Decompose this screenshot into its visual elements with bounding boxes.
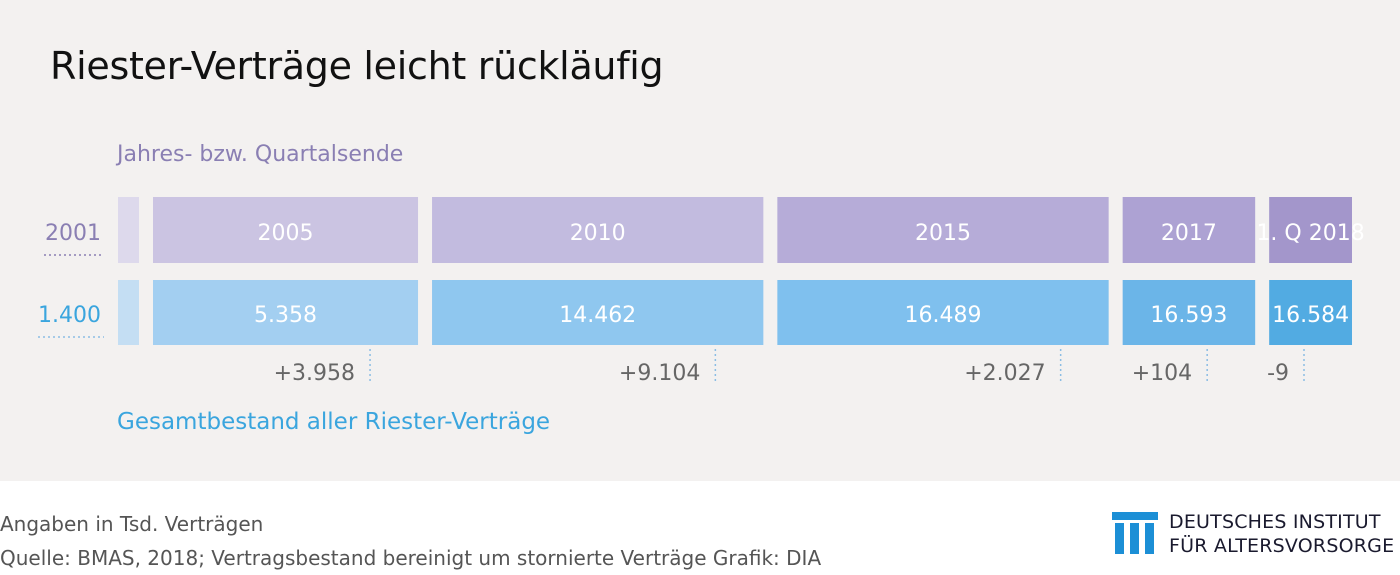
total-box [118, 280, 139, 345]
change-label: -9 [1267, 361, 1289, 386]
period-label: 2001 [45, 221, 101, 246]
period-box [118, 197, 139, 263]
logo-text-line1: DEUTSCHES INSTITUT [1169, 511, 1381, 533]
period-label: 2005 [258, 221, 314, 246]
change-label: +104 [1132, 361, 1192, 386]
footer-note: Angaben in Tsd. Verträgen [0, 512, 264, 536]
total-box [1269, 280, 1352, 345]
period-label: 2015 [915, 221, 971, 246]
dia-logo-icon [1112, 512, 1158, 554]
change-label: +9.104 [619, 361, 700, 386]
chart-panel: Riester-Verträge leicht rückläufig Jahre… [0, 0, 1400, 481]
logo-text-line2: FÜR ALTERSVORSORGE [1169, 535, 1395, 557]
total-box [777, 280, 1109, 345]
total-row-label: Gesamtbestand aller Riester-Verträge [117, 409, 551, 435]
period-box [1269, 197, 1352, 263]
riester-chart: 2001 1.400 2005 5.358 +3.958 2010 14.462 +9.104… [38, 197, 1365, 386]
total-value-label: 1.400 [38, 303, 101, 328]
total-value-label: 14.462 [559, 303, 636, 328]
period-label: 2010 [570, 221, 626, 246]
period-label: 1. Q 2018 [1256, 221, 1364, 246]
change-label: +2.027 [964, 361, 1045, 386]
total-box [432, 280, 764, 345]
total-value-label: 16.584 [1272, 303, 1349, 328]
total-value-label: 16.593 [1150, 303, 1227, 328]
total-value-label: 5.358 [254, 303, 317, 328]
total-value-label: 16.489 [905, 303, 982, 328]
period-row-label: Jahres- bzw. Quartalsende [117, 142, 404, 167]
period-label: 2017 [1161, 221, 1217, 246]
total-box [1122, 280, 1256, 345]
logo-text: DEUTSCHES INSTITUT FÜR ALTERSVORSORGE [1169, 510, 1394, 558]
period-box [1122, 197, 1256, 263]
period-box [777, 197, 1109, 263]
period-box [432, 197, 764, 263]
total-box [153, 280, 419, 345]
change-label: +3.958 [274, 361, 355, 386]
footer-source: Quelle: BMAS, 2018; Vertragsbestand bere… [0, 546, 822, 570]
period-box [153, 197, 419, 263]
chart-title: Riester-Verträge leicht rückläufig [50, 44, 664, 88]
